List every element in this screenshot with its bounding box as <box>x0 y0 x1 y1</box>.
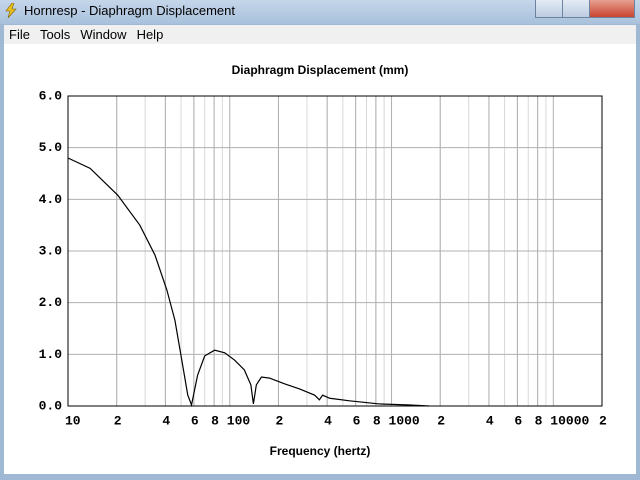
x-tick-label: 6 <box>514 413 522 428</box>
x-tick-label: 4 <box>324 413 332 428</box>
x-tick-label: 10 <box>65 413 81 428</box>
x-tick-label: 100 <box>227 413 251 428</box>
data-line <box>67 157 429 408</box>
y-tick-label: 3.0 <box>39 243 63 258</box>
y-tick-label: 2.0 <box>39 295 63 310</box>
y-tick-label: 4.0 <box>39 192 63 207</box>
x-tick-label: 2 <box>114 413 122 428</box>
y-tick-label: 5.0 <box>39 140 63 155</box>
menu-item[interactable]: Tools <box>39 27 71 42</box>
x-tick-label: 10000 <box>550 413 589 428</box>
close-button[interactable] <box>589 0 635 18</box>
menu-item[interactable]: File <box>9 27 30 42</box>
x-tick-label: 6 <box>191 413 199 428</box>
y-tick-label: 0.0 <box>39 398 63 413</box>
x-tick-label: 8 <box>373 413 381 428</box>
x-tick-label: 2 <box>437 413 445 428</box>
menu-item[interactable]: Help <box>136 27 164 42</box>
chart-title: Diaphragm Displacement (mm) <box>232 63 409 77</box>
menu-bar: File Tools Window Help <box>4 25 636 44</box>
x-axis-label: Frequency (hertz) <box>270 444 371 458</box>
x-tick-label: 2 <box>599 413 607 428</box>
app-icon <box>5 3 17 18</box>
x-tick-label: 1000 <box>389 413 420 428</box>
x-tick-label: 8 <box>535 413 543 428</box>
x-tick-label: 4 <box>162 413 170 428</box>
menu-item[interactable]: Window <box>80 27 127 42</box>
window-title: Hornresp - Diaphragm Displacement <box>24 3 235 18</box>
x-tick-label: 4 <box>486 413 494 428</box>
plot-frame <box>67 95 603 407</box>
x-tick-label: 6 <box>353 413 361 428</box>
x-tick-label: 8 <box>211 413 219 428</box>
y-tick-label: 6.0 <box>39 88 63 103</box>
client-area <box>4 44 636 474</box>
y-tick-label: 1.0 <box>39 347 63 362</box>
title-bar: Hornresp - Diaphragm Displacement <box>0 0 640 24</box>
x-tick-label: 2 <box>275 413 283 428</box>
